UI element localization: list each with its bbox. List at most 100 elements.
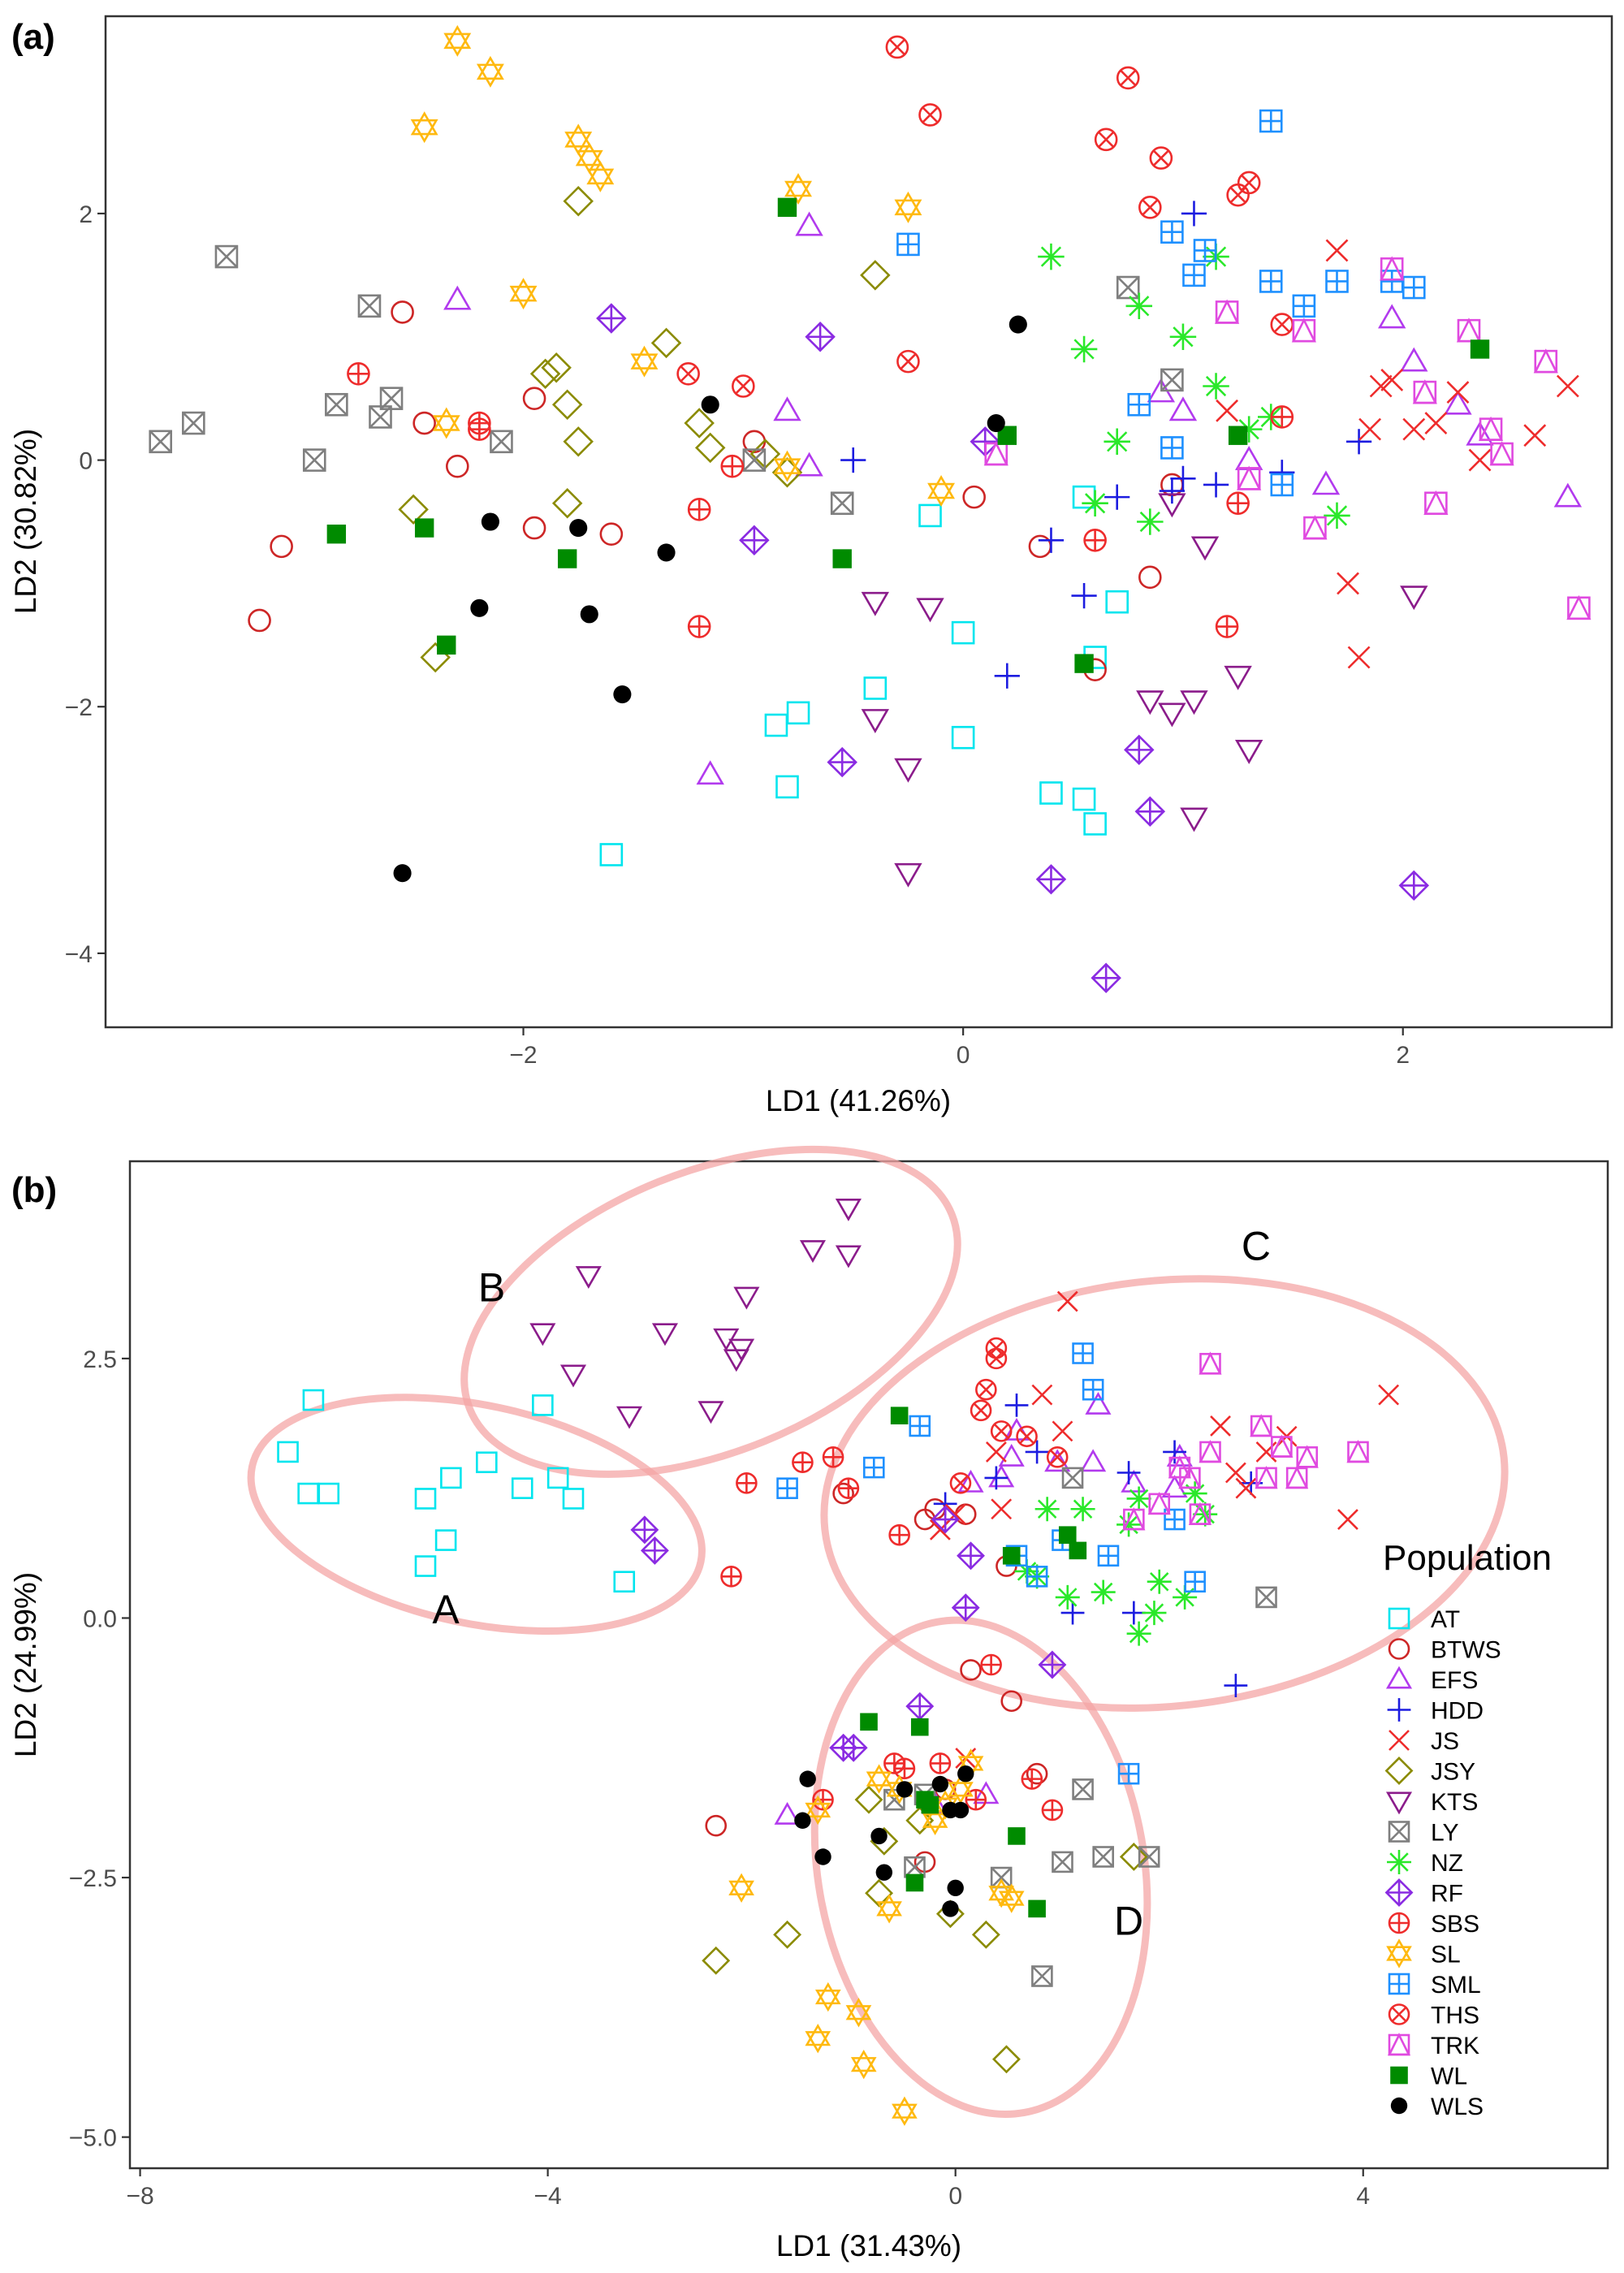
data-point-ly: [379, 387, 404, 410]
data-point-at: [434, 1529, 457, 1551]
data-point-rf: [1398, 870, 1430, 901]
data-point-sl: [476, 55, 504, 88]
data-point-wls: [799, 1770, 816, 1787]
data-point-wl: [1069, 1541, 1087, 1560]
data-point-sl: [998, 1883, 1025, 1913]
data-point-at: [764, 713, 788, 737]
series-rf: [596, 303, 1430, 994]
data-point-efs: [696, 760, 724, 785]
series-ths: [949, 1337, 1069, 1494]
data-point-sl: [586, 160, 615, 192]
data-point-ly: [357, 294, 382, 318]
data-point-btws: [599, 522, 624, 546]
data-point-rf: [805, 322, 836, 352]
data-point-js: [1325, 239, 1349, 262]
data-point-trk: [1291, 318, 1316, 343]
data-point-kts: [1234, 740, 1263, 764]
series-efs: [443, 211, 1583, 785]
data-point-hdd: [1159, 478, 1185, 504]
legend-key-efs: [1385, 1666, 1413, 1689]
data-point-sl: [805, 1795, 831, 1826]
data-point-rf: [739, 525, 770, 556]
data-point-trk: [1250, 1414, 1273, 1437]
data-point-sml: [1072, 1342, 1094, 1364]
group-ellipse-c: [820, 1275, 1509, 1712]
data-point-wls: [1009, 315, 1027, 334]
data-point-at: [613, 1571, 636, 1593]
legend-label: THS: [1431, 2003, 1479, 2029]
series-nz: [1014, 1481, 1218, 1646]
data-point-ly: [149, 430, 173, 454]
legend-key-trk: [1387, 2033, 1411, 2056]
data-point-nz: [1070, 335, 1098, 363]
data-point-trk: [1237, 465, 1262, 490]
data-point-jsy: [971, 1920, 1000, 1949]
data-point-jsy: [563, 426, 594, 457]
series-ly: [883, 1467, 1277, 1987]
panel-a: (a) −2 0 2 −4 −2 0 2 LD1 (41.26%) LD2 (30.82%): [9, 15, 1613, 1117]
data-point-efs: [795, 211, 823, 236]
data-point-wls: [613, 685, 632, 704]
data-point-sbs: [929, 1752, 952, 1774]
data-point-ly: [1092, 1846, 1114, 1868]
panel-b-points: [277, 1199, 1400, 2126]
data-point-rf: [1091, 962, 1121, 994]
data-point-wl: [1228, 426, 1248, 445]
data-point-sml: [1160, 220, 1184, 244]
data-point-sml: [1184, 1571, 1206, 1593]
legend: Population AT BTWS EFS HDD JS JSY KTS LY NZ RF SBS…: [1383, 1538, 1552, 2120]
data-point-kts: [916, 598, 944, 623]
data-point-kts: [559, 1364, 587, 1388]
data-point-wls: [870, 1827, 888, 1845]
data-point-jsy: [563, 186, 594, 217]
data-point-js: [929, 1519, 951, 1541]
data-point-nz: [1126, 1621, 1151, 1646]
legend-label: EFS: [1431, 1667, 1478, 1694]
y-tick-label: 2: [79, 201, 93, 228]
data-point-js: [1369, 374, 1393, 398]
data-point-kts: [835, 1199, 862, 1221]
data-point-wls: [931, 1775, 949, 1793]
data-point-hdd: [1004, 1394, 1029, 1417]
data-point-ths: [732, 374, 755, 398]
legend-label: JS: [1431, 1728, 1459, 1755]
data-point-js: [1337, 1509, 1358, 1530]
data-point-nz: [1091, 1579, 1116, 1605]
data-point-sl: [630, 345, 659, 378]
data-point-wl: [832, 549, 852, 568]
data-point-kts: [529, 1323, 556, 1346]
data-point-sml: [862, 1456, 885, 1479]
data-point-nz: [1082, 490, 1108, 516]
group-label-a: A: [432, 1587, 460, 1632]
data-point-trk: [1302, 515, 1328, 540]
data-point-hdd: [1224, 1674, 1248, 1697]
legend-key-at: [1388, 1607, 1410, 1630]
data-point-at: [918, 503, 942, 528]
data-point-nz: [1235, 416, 1263, 443]
data-point-btws: [522, 516, 546, 540]
group-label-d: D: [1114, 1898, 1143, 1943]
data-point-wls: [569, 519, 588, 538]
data-point-js: [1380, 368, 1404, 391]
data-point-js: [1378, 1384, 1400, 1406]
legend-key-sl: [1386, 1938, 1412, 1968]
legend-item-rf: RF: [1384, 1878, 1463, 1908]
data-point-sml: [1164, 1508, 1186, 1531]
y-tick-label: −2: [65, 694, 93, 721]
data-point-wl: [414, 518, 434, 538]
legend-label: SML: [1431, 1972, 1481, 1999]
legend-item-btws: BTWS: [1388, 1637, 1501, 1664]
legend-label: HDD: [1431, 1698, 1484, 1725]
data-point-wls: [942, 1900, 959, 1917]
data-point-efs: [773, 396, 801, 421]
series-sbs: [347, 362, 1294, 638]
group-ellipse-a: [247, 1394, 706, 1635]
data-point-js: [991, 1498, 1013, 1520]
data-point-sbs: [893, 1757, 916, 1780]
legend-label: JSY: [1431, 1759, 1475, 1786]
data-point-at: [277, 1441, 299, 1463]
data-point-at: [302, 1389, 325, 1411]
data-point-trk: [1285, 1465, 1309, 1489]
data-point-js: [1556, 374, 1579, 398]
data-point-jsy: [935, 1899, 965, 1929]
